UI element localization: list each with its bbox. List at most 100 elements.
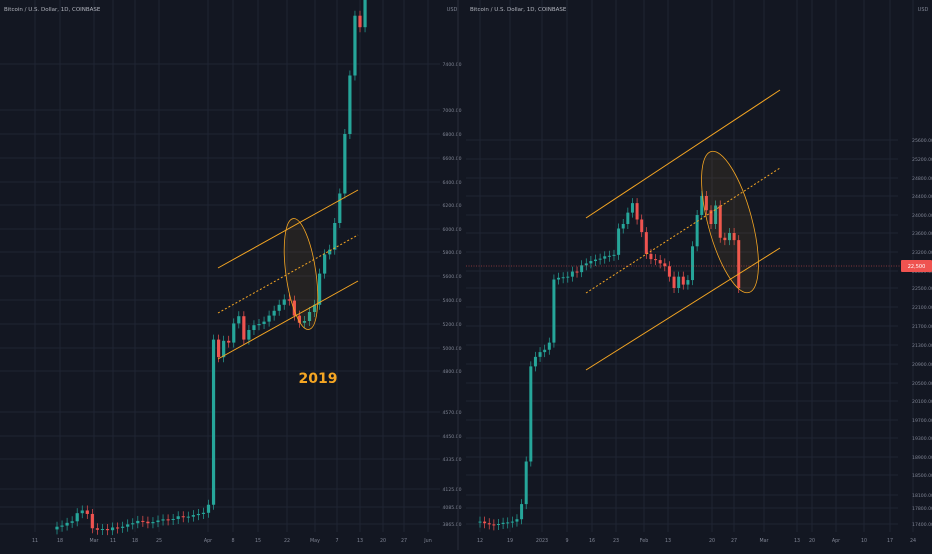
- candle-body: [621, 224, 625, 229]
- candle-body: [630, 203, 634, 213]
- candle-body: [617, 228, 621, 255]
- candle-body: [663, 263, 667, 267]
- channel-upper-line: [585, 89, 781, 219]
- x-tick-label: 23: [613, 538, 619, 544]
- y-tick-label: 4335.00: [443, 457, 462, 463]
- x-tick-label: Mar: [89, 538, 98, 544]
- year-annotation: 2019: [299, 371, 338, 387]
- x-tick-label: Apr: [204, 538, 212, 544]
- candle-body: [131, 523, 135, 525]
- candle-body: [520, 504, 524, 520]
- candle-body: [277, 304, 281, 311]
- candle-body: [60, 525, 64, 527]
- candle-body: [552, 279, 556, 343]
- y-tick-label: 6800.00: [443, 132, 462, 138]
- y-tick-label: 21300.00: [912, 343, 932, 349]
- candle-body: [709, 210, 713, 224]
- last-price-label: 22,500: [908, 264, 926, 270]
- candle-body: [338, 193, 342, 223]
- candle-body: [589, 261, 593, 264]
- candle-body: [292, 300, 296, 316]
- candle-body: [55, 526, 59, 530]
- candle-body: [176, 516, 180, 519]
- candle-body: [363, 0, 367, 28]
- x-tick-label: 24: [910, 538, 916, 544]
- y-tick-label: 4085.00: [443, 505, 462, 511]
- x-tick-label: 18: [132, 538, 138, 544]
- candle-body: [510, 521, 514, 523]
- y-tick-label: 18500.00: [912, 473, 932, 479]
- candle-body: [323, 254, 327, 274]
- candle-body: [181, 516, 185, 518]
- y-tick-label: 6400.00: [443, 180, 462, 186]
- candle-body: [603, 256, 607, 259]
- y-tick-label: 18100.00: [912, 493, 932, 499]
- candle-body: [557, 277, 561, 280]
- candle-body: [302, 321, 307, 323]
- x-tick-label: 22: [284, 538, 290, 544]
- candle-body: [257, 324, 261, 326]
- y-tick-label: 5800.00: [443, 250, 462, 256]
- candle-body: [580, 265, 584, 273]
- x-tick-label: Mar: [759, 538, 768, 544]
- x-tick-label: May: [310, 538, 320, 544]
- candle-body: [691, 246, 695, 281]
- candle-body: [90, 513, 94, 529]
- x-tick-label: 7: [335, 538, 338, 544]
- y-tick-label: 21700.00: [912, 324, 932, 330]
- candle-body: [272, 310, 276, 316]
- highlight-ellipse: [701, 150, 759, 294]
- y-tick-label: 19300.00: [912, 436, 932, 442]
- x-tick-label: 18: [57, 538, 63, 544]
- candle-body: [667, 266, 671, 277]
- y-tick-label: 23600.00: [912, 231, 932, 237]
- candle-body: [598, 258, 602, 260]
- candle-body: [333, 223, 337, 250]
- candle-body: [677, 276, 681, 288]
- candle-body: [65, 522, 69, 526]
- y-tick-label: 23200.00: [912, 250, 932, 256]
- candle-body: [206, 504, 211, 513]
- y-tick-label: 24400.00: [912, 194, 932, 200]
- candle-body: [242, 316, 246, 340]
- candle-body: [252, 325, 256, 330]
- candle-body: [100, 529, 105, 531]
- candle-body: [95, 528, 99, 530]
- x-tick-label: 20: [380, 538, 386, 544]
- candle-body: [222, 340, 226, 358]
- candle-body: [672, 276, 676, 288]
- highlight-ellipse: [283, 218, 319, 330]
- y-tick-label: 6200.00: [443, 203, 462, 209]
- candle-body: [161, 519, 165, 521]
- x-tick-label: 13: [794, 538, 800, 544]
- candle-body: [640, 219, 644, 233]
- x-tick-label: Apr: [832, 538, 840, 544]
- chart-panel-1: Bitcoin / U.S. Dollar, 1D, COINBASE 3865.…: [0, 0, 462, 544]
- y-tick-label: 22100.00: [912, 305, 932, 311]
- candle-body: [307, 312, 312, 321]
- candle-body: [262, 321, 266, 324]
- channel-lower-line: [217, 280, 359, 360]
- candle-body: [533, 356, 537, 367]
- currency-label: USD: [447, 7, 458, 13]
- candle-body: [282, 299, 286, 305]
- x-tick-label: Jun: [423, 538, 432, 544]
- channel-middle-line: [585, 167, 781, 294]
- candle-body: [141, 520, 145, 522]
- candle-body: [644, 232, 648, 254]
- candle-body: [312, 304, 317, 312]
- candle-body: [524, 461, 528, 505]
- candle-body: [247, 330, 251, 340]
- candle-body: [483, 521, 487, 524]
- x-tick-label: 2023: [536, 538, 548, 544]
- candle-body: [217, 339, 221, 358]
- candle-body: [211, 339, 216, 505]
- x-tick-label: 20: [809, 538, 815, 544]
- candle-body: [727, 233, 731, 241]
- candle-body: [543, 349, 547, 353]
- candle-body: [612, 254, 616, 256]
- x-tick-label: 16: [589, 538, 595, 544]
- candle-body: [191, 515, 195, 517]
- candle-body: [267, 315, 271, 322]
